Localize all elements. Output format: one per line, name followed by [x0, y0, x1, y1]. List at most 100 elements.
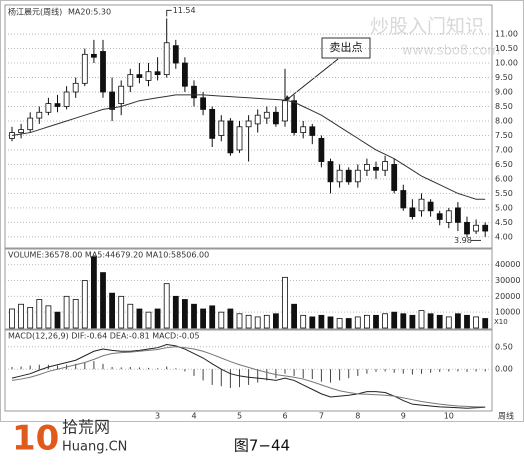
logo-url: Huang.CN [62, 440, 127, 455]
volume-bar [118, 295, 125, 329]
candle-body [254, 114, 261, 125]
volume-bar [291, 303, 298, 329]
macd-line [11, 344, 486, 409]
candle-body [81, 53, 88, 84]
candle-body [282, 100, 288, 122]
candle-body [45, 103, 52, 113]
volume-bar [327, 316, 334, 329]
y-tick-label: 0.50 [495, 342, 513, 351]
y-tick-label: 8.50 [495, 102, 513, 111]
volume-bar [136, 308, 143, 329]
volume-bar [427, 313, 434, 329]
volume-bar [172, 295, 179, 329]
volume-bar [400, 313, 407, 329]
candle-body [63, 91, 70, 107]
candle-body [145, 71, 152, 81]
candle-body [327, 161, 334, 183]
annotation-arrow [283, 58, 339, 103]
candle-body [473, 224, 480, 232]
macd-title: MACD(12,26,9) DIF:-0.64 DEA:-0.81 MACD:-… [8, 332, 200, 341]
volume-bar [363, 314, 370, 329]
volume-bar [272, 313, 279, 329]
volume-bar [81, 280, 88, 329]
volume-panel [4, 248, 493, 330]
x-tick-label: 10 [444, 412, 454, 421]
candle-body [272, 111, 279, 125]
y-tick-label: 11.00 [495, 30, 518, 39]
x-tick-label: 5 [237, 412, 242, 421]
volume-bar [418, 310, 425, 329]
volume-bar [181, 299, 188, 329]
watermark-url: www.sbo8.com [402, 44, 500, 59]
y-tick-label: 10.50 [495, 44, 518, 53]
y-tick-label: 6.00 [495, 174, 513, 183]
volume-bar [209, 305, 216, 329]
candle-body [181, 62, 188, 87]
candle-body [36, 111, 43, 119]
candle-body [445, 210, 452, 223]
candle-body [127, 74, 134, 87]
volume-bar [482, 318, 489, 329]
y-tick-label: 7.50 [495, 131, 513, 140]
x-tick-label: 3 [155, 412, 160, 421]
y-tick-label: 9.00 [495, 88, 513, 97]
volume-bar [300, 314, 307, 329]
candle-body [454, 207, 461, 223]
y-tick-label: 30000 [495, 276, 520, 285]
volume-bar [27, 307, 34, 329]
candle-body [18, 129, 25, 133]
candle-body [482, 224, 489, 232]
volume-bar [218, 311, 225, 329]
volume-title: VOLUME:36578.00 MA5:44679.20 MA10:58506.… [8, 251, 209, 260]
y-tick-label: 40000 [495, 260, 520, 269]
volume-unit: X10 [494, 318, 508, 326]
volume-bar [436, 314, 443, 329]
annotation-box [321, 37, 371, 59]
ma-line [11, 94, 486, 200]
macd-panel [4, 329, 493, 412]
volume-bar [36, 299, 43, 329]
macd-line [11, 346, 486, 408]
price-panel [4, 4, 493, 249]
volume-bar [354, 316, 361, 329]
y-tick-label: 4.00 [495, 232, 513, 241]
candle-body [109, 91, 115, 110]
x-tick-label: 7 [319, 412, 324, 421]
candle-body [191, 85, 197, 99]
candle-body [300, 126, 307, 133]
candle-body [236, 126, 243, 151]
candle-body [291, 100, 298, 133]
volume-bar [373, 314, 379, 329]
volume-bar [100, 272, 106, 329]
y-tick-label: 8.00 [495, 116, 513, 125]
candle-body [100, 51, 106, 93]
candle-body [218, 120, 225, 136]
candle-body [318, 137, 325, 162]
candle-body [418, 198, 425, 212]
volume-bar [345, 318, 352, 329]
candle-body [200, 97, 207, 110]
x-tick-label: 6 [282, 412, 287, 421]
candle-body [345, 169, 352, 183]
x-unit: 周线 [498, 411, 514, 421]
y-tick-label: 10000 [495, 308, 520, 317]
volume-bar [309, 316, 316, 329]
y-tick-label: 7.00 [495, 145, 513, 154]
volume-bar [91, 256, 97, 329]
annotation: 卖出点 [330, 40, 363, 54]
volume-bar [336, 318, 343, 329]
volume-bar [45, 305, 52, 329]
volume-bar [191, 303, 197, 329]
candle-body [118, 85, 125, 105]
y-tick-label: 9.50 [495, 73, 513, 82]
volume-bar [263, 314, 270, 329]
candle-body [263, 111, 270, 119]
candle-body [245, 120, 252, 128]
x-tick-label: 8 [355, 412, 360, 421]
caption: 图7−44 [234, 437, 290, 455]
volume-bar [163, 283, 170, 329]
candle-body [336, 169, 343, 183]
candle-body [391, 164, 398, 191]
volume-bar [154, 308, 161, 329]
volume-bar [236, 313, 243, 329]
